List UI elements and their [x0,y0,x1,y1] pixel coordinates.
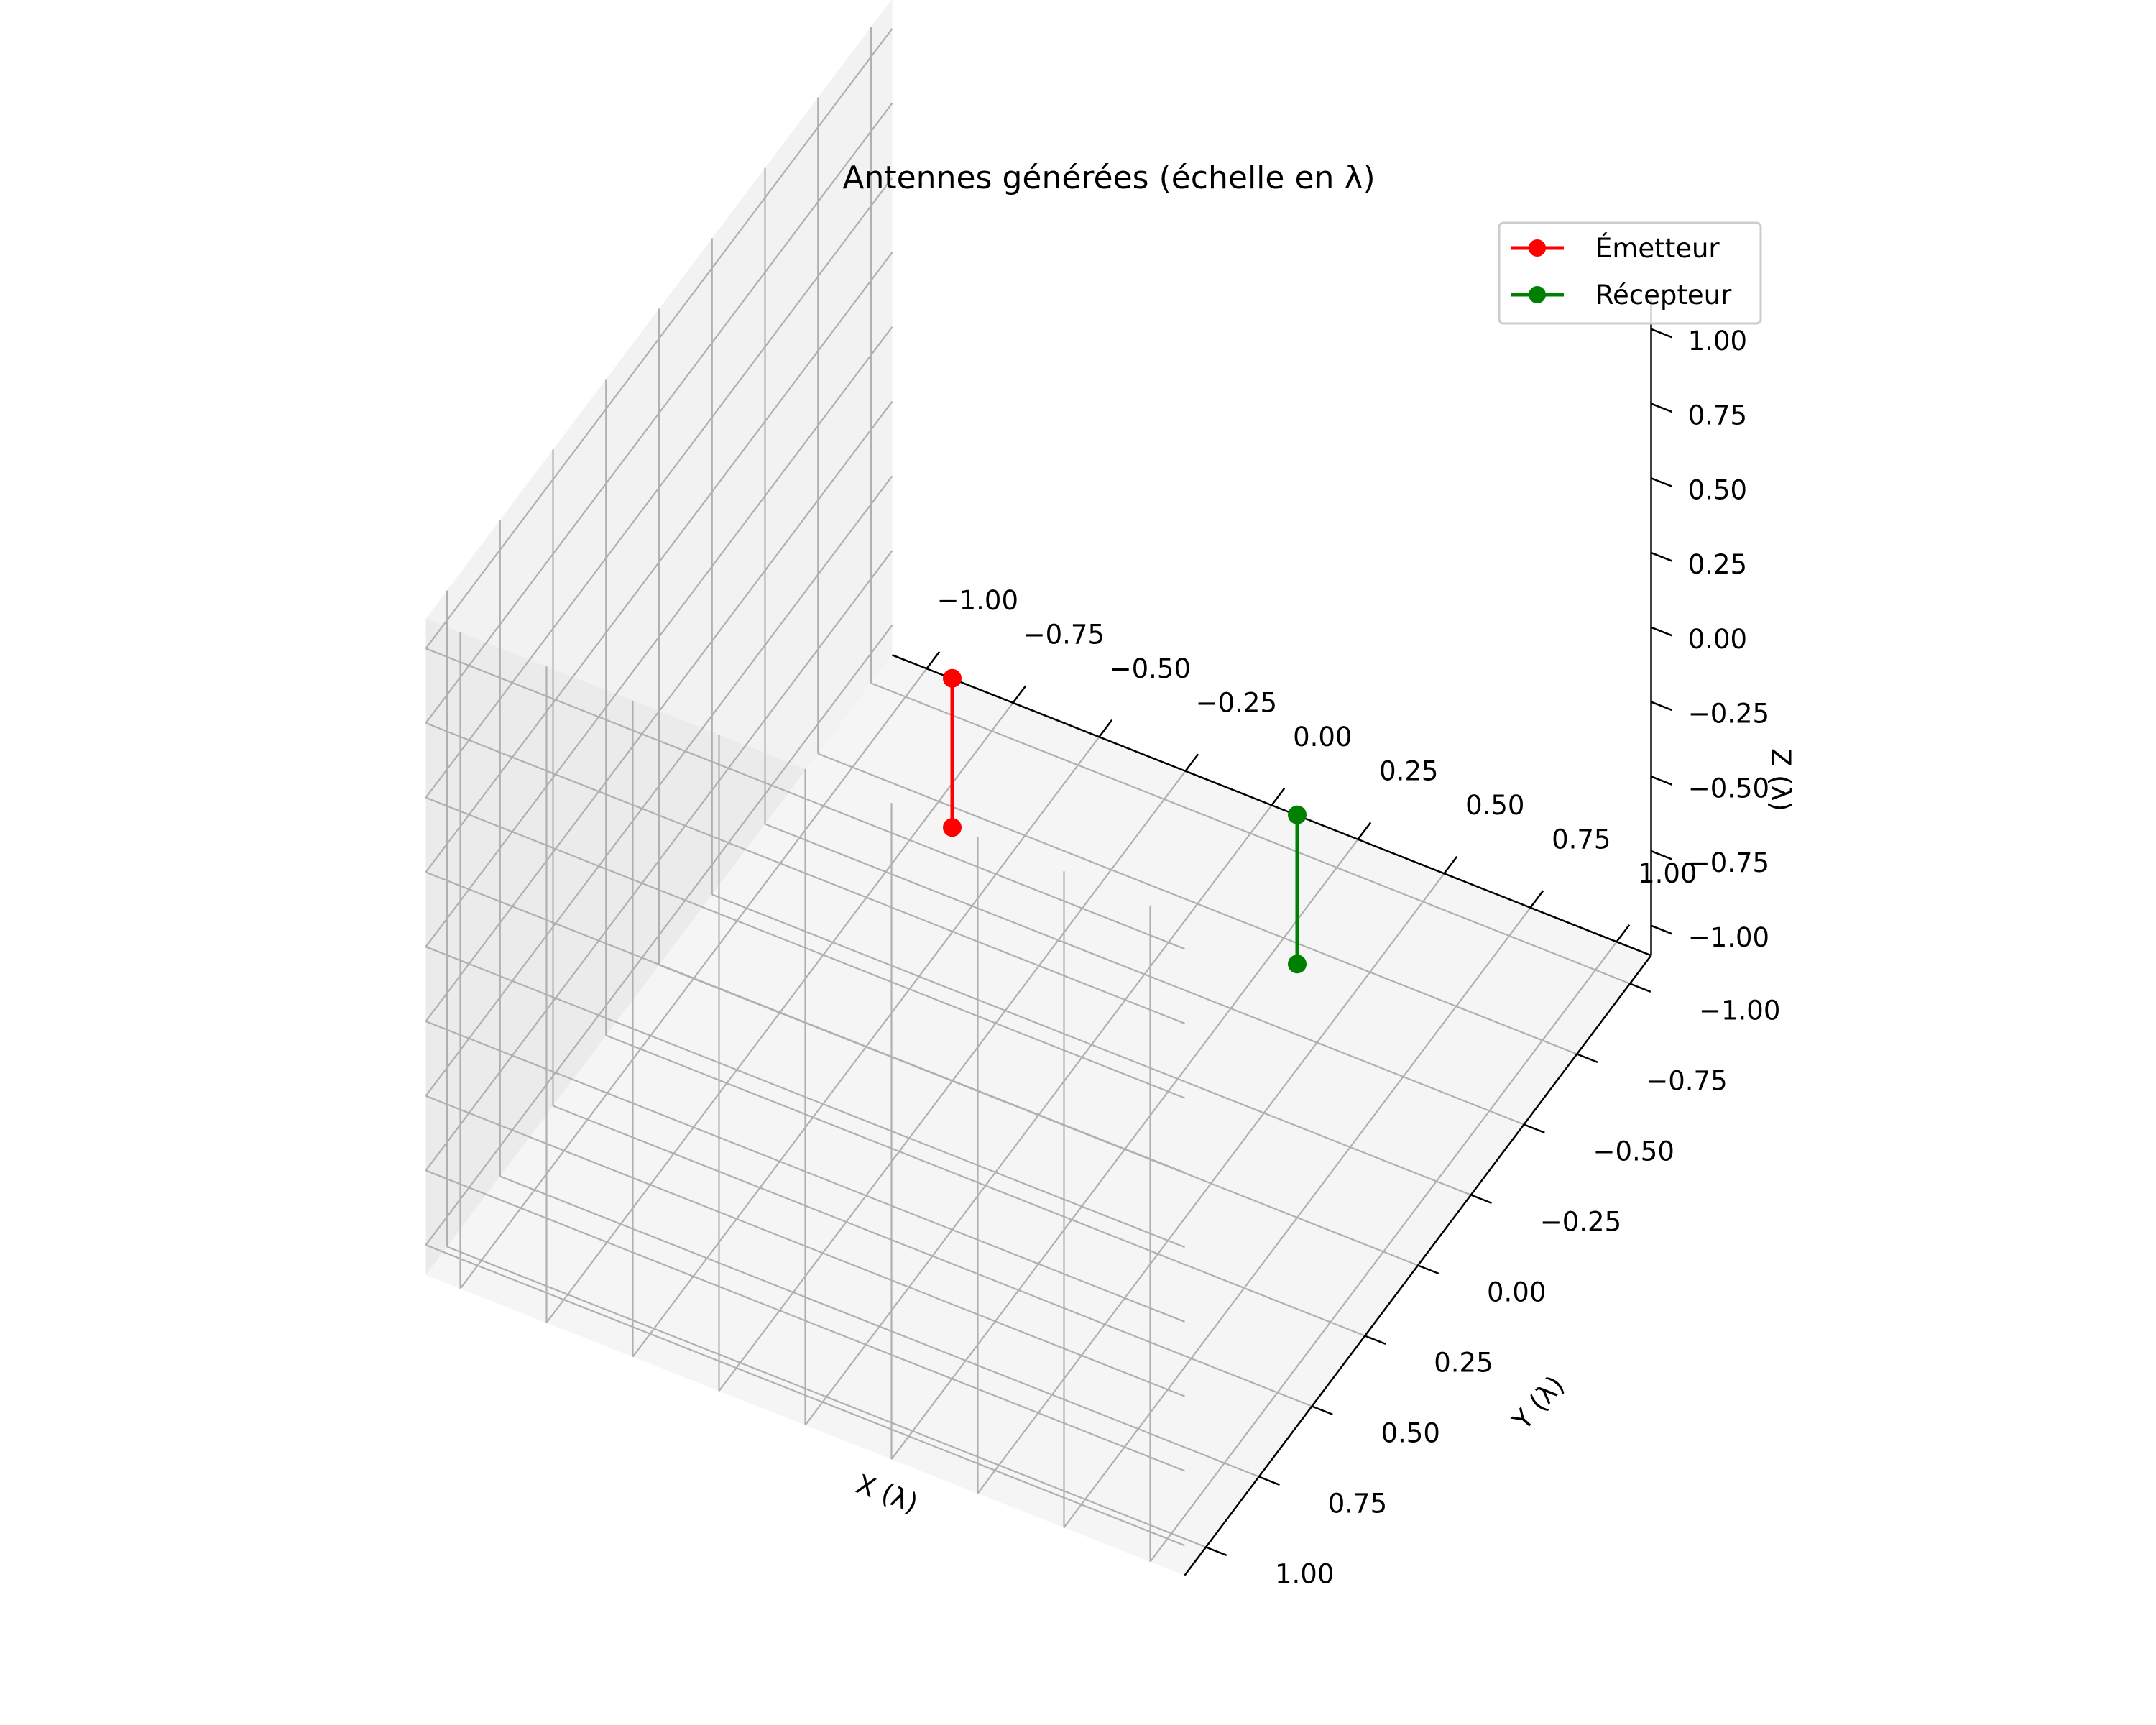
z-tick-5 [1651,551,1672,562]
y-tick-3 [1470,1194,1493,1205]
x-tick-label-2: −0.50 [1110,653,1191,684]
y-tick-label-3: −0.25 [1540,1207,1621,1238]
z-tick-7 [1651,402,1672,413]
legend-label-recepteur: Récepteur [1595,280,1732,310]
y-tick-1 [1576,1053,1598,1064]
chart-title: Antennes générées (échelle en λ) [842,160,1375,196]
grid-floor-x-6 [977,873,1445,1494]
x-tick-label-1: −0.75 [1023,620,1105,650]
x-axis-label: X (λ) [852,1468,922,1519]
z-tick-2 [1651,776,1672,786]
grid-floor-y-5 [605,1034,1365,1337]
z-tick-label-0: −1.00 [1688,922,1769,953]
legend-box [1498,221,1762,325]
grid-left-z-7 [425,102,893,724]
x-tick-6 [1443,856,1458,875]
series-0-point-0 [943,818,962,837]
z-tick-label-8: 1.00 [1688,326,1747,356]
z-tick-0 [1651,924,1672,935]
y-tick-label-7: 0.75 [1328,1489,1387,1519]
grid-floor-y-7 [499,1175,1260,1478]
z-tick-label-7: 0.75 [1688,400,1747,431]
grid-left-z-4 [425,326,893,947]
z-tick-8 [1651,328,1672,339]
x-tick-label-8: 1.00 [1638,858,1697,889]
y-tick-label-5: 0.25 [1434,1348,1493,1379]
z-tick-1 [1651,850,1672,860]
z-tick-label-2: −0.50 [1688,773,1769,804]
grid-back-z-7 [425,722,1185,1024]
z-tick-label-3: −0.25 [1688,699,1769,730]
x-tick-label-4: 0.00 [1293,722,1352,753]
x-tick-0 [926,651,941,670]
grid-left-z-8 [425,28,893,649]
y-tick-8 [1205,1546,1227,1557]
data-series [943,668,1307,974]
x-tick-label-5: 0.25 [1379,756,1438,787]
grid-floor-y-6 [553,1105,1312,1407]
y-axis-label: Y (λ) [1506,1370,1571,1437]
grid-left-z-6 [425,177,893,799]
z-tick-label-5: 0.25 [1688,549,1747,580]
x-tick-4 [1271,788,1286,806]
x-tick-label-0: −1.00 [937,585,1018,616]
x-tick-5 [1357,822,1372,840]
legend: Émetteur Récepteur [1498,221,1762,325]
x-tick-1 [1012,685,1027,704]
grid-left-z-5 [425,252,893,873]
series-1-point-0 [1288,954,1307,974]
grid-lines [425,27,1631,1563]
z-tick-4 [1651,626,1672,637]
x-tick-7 [1529,890,1544,908]
x-tick-label-6: 0.50 [1465,790,1524,821]
y-tick-4 [1417,1264,1439,1275]
y-tick-6 [1312,1405,1333,1416]
grid-floor-x-7 [1063,907,1531,1528]
y-tick-0 [1629,983,1651,993]
x-tick-label-3: −0.25 [1196,688,1277,719]
y-tick-5 [1364,1335,1386,1346]
tick-marks: −1.00−1.00−1.00−0.75−0.75−0.75−0.50−0.50… [926,326,1780,1590]
y-tick-2 [1524,1123,1545,1134]
z-tick-6 [1651,477,1672,487]
grid-floor-x-8 [1149,941,1618,1563]
legend-marker-emetteur [1529,239,1546,257]
x-tick-8 [1616,924,1631,943]
y-tick-label-0: −1.00 [1699,995,1780,1026]
z-tick-label-4: 0.00 [1688,624,1747,655]
x-tick-2 [1098,719,1113,738]
z-tick-3 [1651,701,1672,712]
z-tick-label-6: 0.50 [1688,474,1747,505]
z-axis-label: Z (λ) [1765,748,1796,811]
y-tick-label-6: 0.50 [1381,1418,1440,1449]
z-tick-label-1: −0.75 [1688,847,1769,878]
y-tick-label-8: 1.00 [1275,1559,1334,1590]
series-1-point-1 [1288,805,1307,824]
legend-marker-recepteur [1529,286,1546,303]
grid-floor-y-8 [446,1246,1207,1548]
y-tick-label-1: −0.75 [1646,1066,1727,1097]
legend-label-emetteur: Émetteur [1595,232,1720,264]
series-0 [943,668,962,837]
series-0-point-1 [943,668,962,688]
x-tick-label-7: 0.75 [1552,824,1611,855]
series-1 [1288,805,1307,974]
y-tick-label-2: −0.50 [1593,1136,1674,1167]
y-tick-label-4: 0.00 [1487,1277,1546,1308]
y-tick-7 [1258,1476,1281,1486]
x-tick-3 [1184,753,1199,772]
grid-back-z-8 [425,648,1185,950]
